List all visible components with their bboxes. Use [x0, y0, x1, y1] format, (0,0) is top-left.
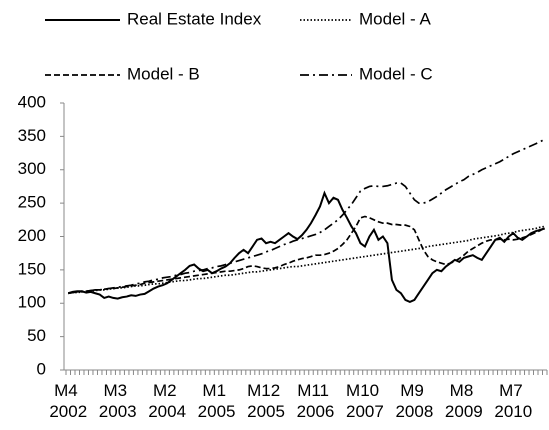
y-tick-label: 150 [18, 259, 46, 278]
x-tick-label-line: 2005 [247, 402, 285, 421]
x-tick-label: M12 2005 [247, 381, 285, 421]
x-tick-label-line: M11 [297, 381, 329, 400]
x-tick-label-line: M12 [247, 381, 280, 400]
y-tick-label: 400 [18, 92, 46, 111]
x-tick-label-line: 2005 [198, 402, 236, 421]
x-tick-label-line: 2009 [445, 402, 483, 421]
x-tick-label-line: M4 [54, 381, 78, 400]
x-tick-label-line: M2 [153, 381, 177, 400]
legend-label: Model - C [359, 64, 433, 83]
series-line [68, 138, 546, 295]
x-tick-label-line: M8 [450, 381, 474, 400]
x-tick-label: M11 2006 [297, 381, 335, 421]
x-tick-label: M9 2008 [395, 381, 433, 421]
x-tick-label-line: M1 [202, 381, 226, 400]
series-line [67, 190, 546, 304]
legend-label: Model - A [359, 9, 431, 28]
x-tick-label-line: M9 [400, 381, 424, 400]
x-tick-label-line: M3 [104, 381, 128, 400]
series-line [68, 225, 545, 295]
legend-label: Real Estate Index [127, 9, 262, 28]
y-tick-label: 200 [18, 226, 46, 245]
x-tick-label: M3 2003 [99, 381, 137, 421]
x-tick-label: M8 2009 [445, 381, 483, 421]
y-tick-label: 100 [18, 293, 46, 312]
x-tick-label: M1 2005 [198, 381, 236, 421]
x-tick-label-line: 2007 [346, 402, 384, 421]
x-tick-label: M7 2010 [494, 381, 532, 421]
x-tick-label-line: 2003 [99, 402, 137, 421]
x-tick-label-line: M7 [499, 381, 523, 400]
x-tick-label: M4 2002 [49, 381, 87, 421]
x-tick-label: M10 2007 [346, 381, 384, 421]
x-tick-label-line: 2010 [494, 402, 532, 421]
y-tick-label: 250 [18, 193, 46, 212]
x-tick-label-line: 2002 [49, 402, 87, 421]
x-tick-label-line: 2004 [148, 402, 186, 421]
series-line [68, 215, 546, 295]
y-tick-label: 350 [18, 126, 46, 145]
legend-label: Model - B [127, 64, 200, 83]
y-tick-label: 300 [18, 159, 46, 178]
y-tick-label: 0 [37, 359, 46, 378]
y-tick-label: 50 [27, 326, 46, 345]
x-tick-label-line: M10 [346, 381, 379, 400]
x-tick-label: M2 2004 [148, 381, 186, 421]
x-tick-label-line: 2008 [395, 402, 433, 421]
x-tick-label-line: 2006 [297, 402, 335, 421]
